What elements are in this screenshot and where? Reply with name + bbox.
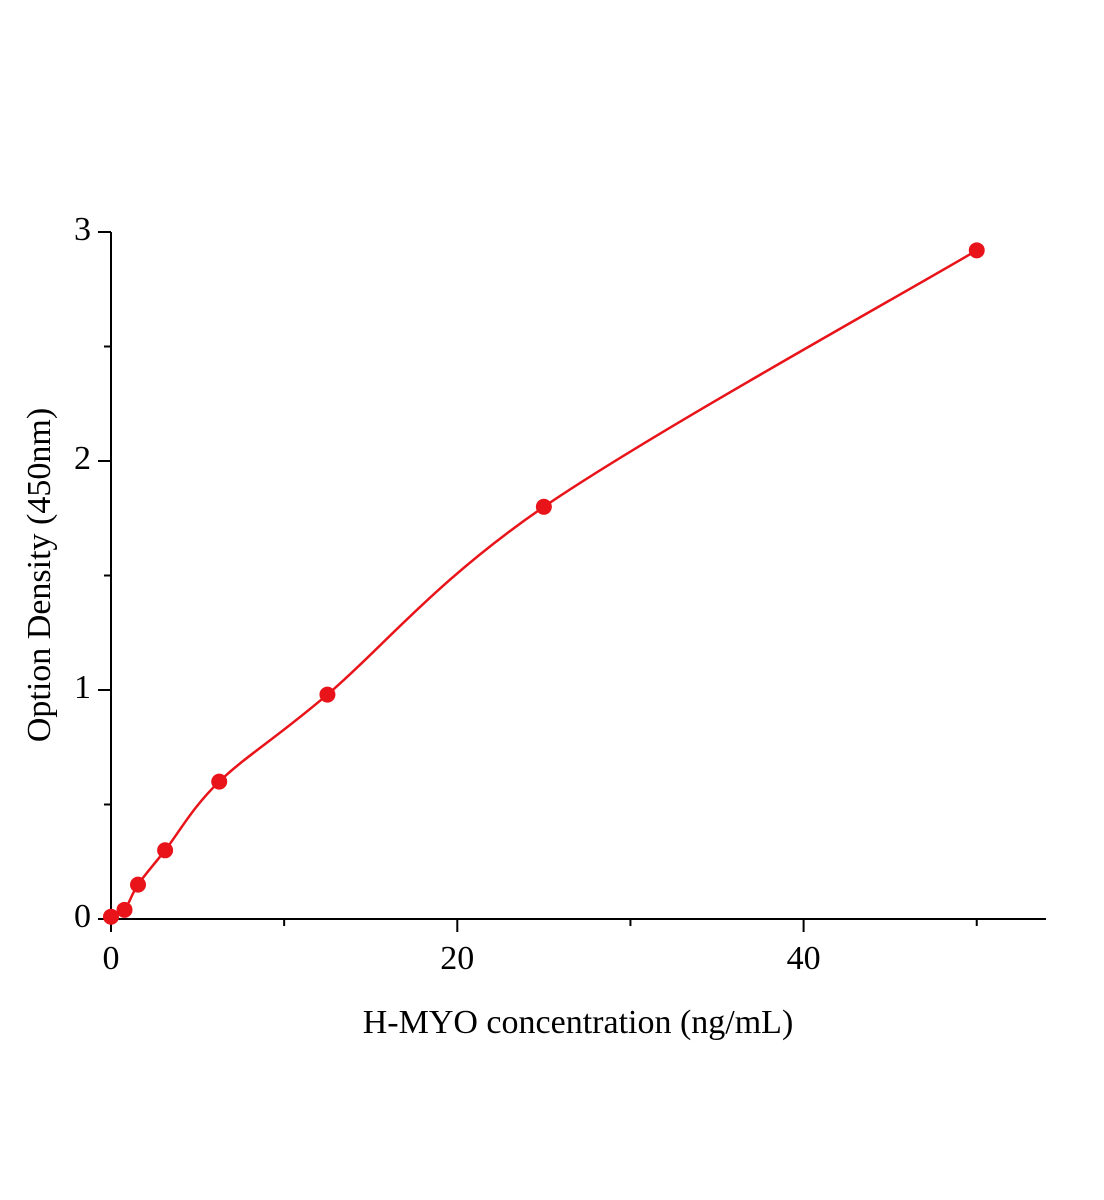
x-axis-label: H-MYO concentration (ng/mL) (363, 1004, 794, 1041)
data-point (103, 908, 119, 925)
x-tick-label: 40 (787, 940, 821, 977)
curve (110, 249, 978, 918)
data-point (535, 498, 552, 515)
y-tick-label: 1 (74, 669, 91, 706)
data-point (116, 901, 133, 918)
x-tick-label: 0 (103, 940, 120, 977)
data-point (319, 686, 336, 703)
data-point (130, 876, 147, 893)
y-tick-label: 2 (74, 440, 91, 477)
y-tick-label: 3 (74, 211, 91, 248)
y-tick-label: 0 (74, 898, 91, 935)
y-axis-label: Option Density (450nm) (21, 408, 58, 742)
x-tick-label: 20 (440, 940, 474, 977)
data-point (157, 842, 174, 859)
data-point (968, 242, 985, 259)
data-point (211, 773, 228, 790)
